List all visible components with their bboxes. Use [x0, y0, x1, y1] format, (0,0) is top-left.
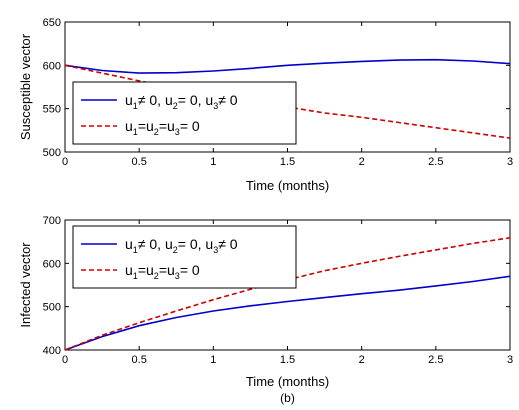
x-tick-label: 2.5: [428, 156, 443, 168]
x-axis-label: Time (months): [246, 374, 329, 389]
x-tick-label: 0: [62, 156, 68, 168]
y-tick-label: 600: [43, 60, 61, 72]
x-axis-label: Time (months): [246, 178, 329, 193]
x-tick-label: 1.5: [280, 354, 295, 366]
legend-box: [72, 81, 297, 145]
series-line-1: [64, 275, 511, 351]
legend: u1≠ 0, u2= 0, u3≠ 0 u1=u2=u3= 0: [72, 225, 297, 289]
legend-label-2: u1=u2=u3= 0: [125, 262, 200, 281]
x-tick-label: 2: [359, 354, 365, 366]
x-tick-label: 1: [210, 354, 216, 366]
y-tick-label: 700: [43, 215, 61, 227]
chart-panel-2: 0 0.5 1 1.5 2 2.5 3 400 500 600 700 Time (months) In…: [18, 215, 513, 405]
x-tick-label: 2.5: [428, 354, 443, 366]
y-tick-label: 600: [43, 258, 61, 270]
panel-caption: (b): [280, 391, 295, 405]
x-tick-label: 0.5: [132, 156, 147, 168]
x-tick-label: 3: [507, 156, 513, 168]
y-axis-label: Susceptible vector: [18, 33, 33, 140]
x-tick-label: 2: [359, 156, 365, 168]
chart-panel-1: 0 0.5 1 1.5 2 2.5 3 500 550 600 650 Time (months) Su…: [18, 17, 513, 193]
x-tick-label: 3: [507, 354, 513, 366]
y-tick-label: 500: [43, 302, 61, 314]
y-axis-label: Infected vector: [18, 242, 33, 328]
legend-label-2: u1=u2=u3= 0: [125, 118, 200, 137]
legend-box: [72, 225, 297, 289]
x-tick-label: 0.5: [132, 354, 147, 366]
legend: u1≠ 0, u2= 0, u3≠ 0 u1=u2=u3= 0: [72, 81, 297, 145]
x-tick-label: 1.5: [280, 156, 295, 168]
y-tick-label: 550: [43, 104, 61, 116]
legend-label-1: u1≠ 0, u2= 0, u3≠ 0: [125, 236, 238, 255]
legend-label-1: u1≠ 0, u2= 0, u3≠ 0: [125, 92, 238, 111]
x-tick-label: 0: [62, 354, 68, 366]
series-line-1: [64, 58, 511, 74]
y-tick-label: 650: [43, 17, 61, 29]
y-tick-label: 500: [43, 147, 61, 159]
x-tick-label: 1: [210, 156, 216, 168]
y-tick-label: 400: [43, 345, 61, 357]
